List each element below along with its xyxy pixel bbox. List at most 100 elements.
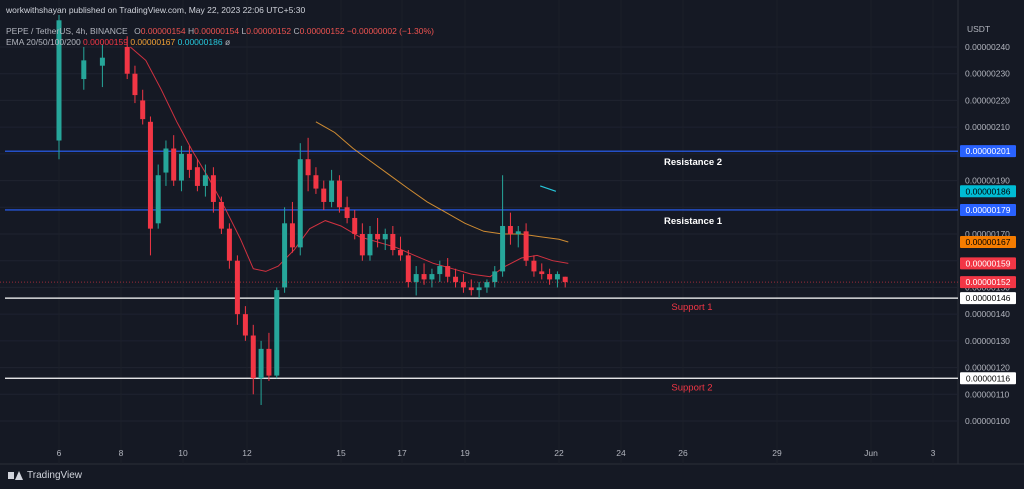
- candle-body: [445, 266, 451, 277]
- ema50-value: 0.00000167: [130, 37, 176, 47]
- y-tick-label: 0.00000120: [965, 363, 1010, 373]
- candle-up: [163, 140, 169, 186]
- candle-down: [305, 137, 311, 192]
- candle-body: [344, 207, 350, 218]
- candle-body: [352, 217, 358, 234]
- price-badge-text: 0.00000186: [966, 186, 1011, 196]
- candle-body: [562, 276, 568, 283]
- high-label: H: [188, 26, 195, 36]
- candle-down: [250, 324, 256, 395]
- candle-body: [186, 153, 192, 170]
- candle-up: [274, 287, 280, 379]
- x-tick-label: 8: [119, 448, 124, 458]
- candle-down: [266, 332, 272, 381]
- candle-down: [421, 263, 427, 285]
- candle-body: [500, 225, 506, 272]
- y-tick-label: 0.00000170: [965, 229, 1010, 239]
- candle-up: [81, 47, 87, 90]
- candle-body: [258, 348, 264, 379]
- brand-label: TradingView: [27, 470, 83, 481]
- level-price-badge: [960, 292, 1016, 305]
- candle-up: [178, 145, 184, 192]
- level-price-badge: [960, 372, 1016, 385]
- candle-body: [329, 180, 335, 202]
- candle-up: [492, 266, 498, 288]
- candle-up: [429, 268, 435, 288]
- candle-body: [266, 348, 272, 376]
- symbol-label[interactable]: PEPE / TetherUS, 4h, BINANCE: [6, 26, 128, 36]
- ema-legend: EMA 20/50/100/200 0.00000159 0.00000167 …: [6, 37, 230, 47]
- candle-body: [56, 20, 62, 141]
- candle-body: [163, 148, 169, 173]
- candle-body: [140, 100, 146, 120]
- candle-down: [313, 167, 319, 194]
- ema-100-line: [540, 185, 557, 192]
- candle-down: [344, 196, 350, 224]
- price-badge: [960, 236, 1016, 249]
- ema-20-line: [129, 46, 569, 278]
- candle-body: [297, 159, 303, 248]
- x-tick-label: 19: [460, 448, 470, 458]
- candle-down: [523, 223, 529, 267]
- candle-up: [282, 207, 288, 293]
- candle-down: [171, 135, 177, 186]
- candle-body: [460, 282, 466, 288]
- level-price-badge: [960, 145, 1016, 158]
- candle-body: [413, 274, 419, 283]
- y-tick-label: 0.00000240: [965, 42, 1010, 52]
- candle-body: [313, 175, 319, 189]
- candle-body: [375, 234, 381, 240]
- level-label: Resistance 1: [664, 216, 723, 227]
- candle-up: [202, 164, 208, 197]
- y-tick-label: 0.00000210: [965, 122, 1010, 132]
- candle-up: [437, 260, 443, 283]
- candle-body: [547, 274, 553, 280]
- candle-up: [297, 143, 303, 256]
- candle-up: [554, 271, 560, 288]
- candle-body: [476, 287, 482, 291]
- candle-body: [282, 223, 288, 288]
- candle-body: [405, 255, 411, 283]
- candle-down: [140, 89, 146, 125]
- candle-down: [531, 255, 537, 277]
- candle-down: [352, 209, 358, 240]
- x-tick-label: 26: [678, 448, 688, 458]
- candle-down: [375, 217, 381, 248]
- candle-down: [507, 212, 513, 245]
- candle-body: [226, 228, 232, 261]
- candle-body: [484, 282, 490, 288]
- candle-down: [405, 250, 411, 288]
- candle-body: [515, 231, 521, 234]
- candle-down: [397, 236, 403, 261]
- candle-body: [429, 274, 435, 280]
- candle-up: [367, 225, 373, 261]
- publisher-info: workwithshayan published on TradingView.…: [6, 5, 306, 15]
- change-value: −0.00000002 (−1.30%): [346, 26, 434, 36]
- x-tick-label: Jun: [864, 448, 878, 458]
- candle-body: [397, 250, 403, 256]
- candle-down: [453, 268, 459, 288]
- candle-body: [132, 73, 138, 96]
- ema200-value: ø: [224, 37, 231, 47]
- x-tick-label: 22: [554, 448, 564, 458]
- candle-up: [476, 282, 482, 299]
- price-badge: [960, 276, 1016, 289]
- x-tick-label: 15: [336, 448, 346, 458]
- x-tick-label: 10: [178, 448, 188, 458]
- candle-down: [336, 175, 342, 213]
- candle-up: [500, 175, 506, 277]
- candle-down: [445, 258, 451, 283]
- candle-up: [99, 44, 105, 88]
- candle-body: [218, 201, 224, 229]
- x-tick-label: 17: [397, 448, 407, 458]
- tradingview-brand[interactable]: TradingView: [8, 470, 82, 481]
- candle-body: [539, 271, 545, 275]
- y-tick-label: 0.00000140: [965, 309, 1010, 319]
- candle-body: [359, 234, 365, 256]
- candle-up: [382, 228, 388, 251]
- candle-body: [289, 223, 295, 248]
- ohlc-legend: PEPE / TetherUS, 4h, BINANCE O0.00000154…: [6, 26, 434, 36]
- ema-label[interactable]: EMA 20/50/100/200: [6, 37, 81, 47]
- candle-body: [367, 234, 373, 256]
